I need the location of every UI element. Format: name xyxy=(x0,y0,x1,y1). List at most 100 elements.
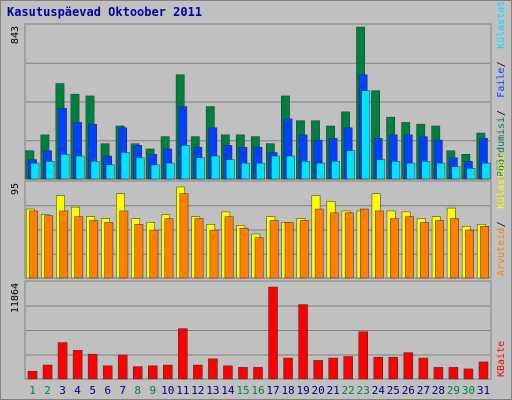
bar-bottom-kbaite-day-7 xyxy=(117,354,128,380)
bar-middle-arvuteid-day-18 xyxy=(284,222,294,279)
bar-bottom-kbaite-day-26 xyxy=(403,352,414,380)
x-tick-label-21: 21 xyxy=(327,384,340,397)
bar-top-külastatud-lehti-day-5 xyxy=(90,161,100,180)
bar-middle-arvuteid-day-1 xyxy=(29,210,39,279)
x-tick-label-20: 20 xyxy=(312,384,325,397)
bar-middle-arvuteid-day-4 xyxy=(74,216,84,279)
bar-middle-arvuteid-day-27 xyxy=(420,222,429,279)
x-tick-label-10: 10 xyxy=(161,384,174,397)
bar-middle-arvuteid-day-25 xyxy=(390,218,399,279)
bar-bottom-kbaite-day-10 xyxy=(163,364,173,380)
bar-middle-arvuteid-day-31 xyxy=(480,226,489,279)
bar-middle-arvuteid-day-23 xyxy=(359,208,369,279)
legend-label-faile: Faile xyxy=(496,68,507,98)
x-tick-label-12: 12 xyxy=(191,384,204,397)
bar-bottom-kbaite-day-22 xyxy=(343,356,353,380)
bar-bottom-kbaite-day-19 xyxy=(298,304,308,380)
bar-bottom-kbaite-day-3 xyxy=(57,342,68,380)
bar-bottom-kbaite-day-16 xyxy=(253,367,263,380)
bar-top-külastatud-lehti-day-19 xyxy=(301,161,310,180)
bar-bottom-kbaite-day-25 xyxy=(388,357,399,380)
bar-top-külastatud-lehti-day-29 xyxy=(451,166,461,180)
x-tick-label-25: 25 xyxy=(387,384,400,397)
x-tick-label-30: 30 xyxy=(462,384,475,397)
bar-top-külastatud-lehti-day-18 xyxy=(286,155,295,180)
bar-top-külastatud-lehti-day-28 xyxy=(436,162,446,180)
bar-middle-arvuteid-day-5 xyxy=(89,220,99,279)
bar-bottom-kbaite-day-4 xyxy=(72,350,83,380)
legend-separator: / xyxy=(496,110,507,116)
bar-top-külastatud-lehti-day-22 xyxy=(346,150,356,180)
bar-middle-arvuteid-day-14 xyxy=(224,216,234,279)
y-max-label-middle: 95 xyxy=(10,183,21,195)
bar-middle-arvuteid-day-6 xyxy=(104,222,114,279)
bar-top-külastatud-lehti-day-11 xyxy=(180,145,190,180)
legend-separator: / xyxy=(496,221,507,227)
bar-top-külastatud-lehti-day-21 xyxy=(331,161,341,180)
bar-middle-arvuteid-day-22 xyxy=(344,212,354,279)
bar-middle-arvuteid-day-8 xyxy=(134,224,144,279)
bar-top-külastatud-lehti-day-10 xyxy=(165,162,175,180)
x-tick-label-22: 22 xyxy=(342,384,355,397)
bar-bottom-kbaite-day-8 xyxy=(132,366,143,380)
bar-middle-arvuteid-day-3 xyxy=(59,210,69,279)
bar-middle-arvuteid-day-26 xyxy=(405,216,414,279)
x-tick-label-19: 19 xyxy=(296,384,309,397)
bar-top-külastatud-lehti-day-25 xyxy=(391,161,401,180)
bar-top-külastatud-lehti-day-20 xyxy=(316,162,325,180)
bar-top-külastatud-lehti-day-23 xyxy=(361,90,371,180)
bar-middle-arvuteid-day-17 xyxy=(269,220,279,279)
bar-top-külastatud-lehti-day-14 xyxy=(226,159,235,180)
legend-label-kbaite: KBaite xyxy=(496,341,507,377)
x-tick-label-29: 29 xyxy=(447,384,460,397)
bar-bottom-kbaite-day-28 xyxy=(433,367,444,380)
bar-top-külastatud-lehti-day-17 xyxy=(271,155,280,180)
bar-middle-arvuteid-day-9 xyxy=(149,229,159,279)
bar-middle-arvuteid-day-20 xyxy=(314,208,324,279)
bar-bottom-kbaite-day-27 xyxy=(418,357,429,380)
bar-top-külastatud-lehti-day-1 xyxy=(30,162,40,180)
legend-label-arvuteid: Arvuteid xyxy=(496,228,507,276)
bar-top-külastatud-lehti-day-13 xyxy=(210,155,220,180)
bar-top-külastatud-lehti-day-30 xyxy=(466,168,476,180)
bar-bottom-kbaite-day-6 xyxy=(102,365,113,380)
legend-label-külastatud-lehti: Külastatud lehti xyxy=(496,1,507,49)
x-tick-label-16: 16 xyxy=(251,384,264,397)
x-tick-label-15: 15 xyxy=(236,384,249,397)
bar-middle-arvuteid-day-11 xyxy=(179,193,189,279)
bar-middle-arvuteid-day-29 xyxy=(450,218,459,279)
bar-top-külastatud-lehti-day-2 xyxy=(45,161,55,180)
bar-bottom-kbaite-day-1 xyxy=(27,370,38,380)
x-tick-label-6: 6 xyxy=(104,384,111,397)
bar-bottom-kbaite-day-30 xyxy=(463,368,474,380)
x-tick-label-24: 24 xyxy=(372,384,386,397)
bar-top-külastatud-lehti-day-9 xyxy=(150,164,160,180)
y-max-label-top: 843 xyxy=(10,26,21,44)
chart-title: Kasutuspäevad Oktoober 2011 xyxy=(7,5,203,19)
bar-top-külastatud-lehti-day-31 xyxy=(481,162,491,180)
bar-top-külastatud-lehti-day-12 xyxy=(195,157,205,180)
bar-bottom-kbaite-day-21 xyxy=(328,357,338,380)
bar-bottom-kbaite-day-14 xyxy=(223,365,233,380)
x-tick-label-11: 11 xyxy=(176,384,189,397)
bar-bottom-kbaite-day-18 xyxy=(283,357,293,380)
bar-top-külastatud-lehti-day-26 xyxy=(406,162,416,180)
x-tick-label-23: 23 xyxy=(357,384,370,397)
x-tick-label-13: 13 xyxy=(206,384,219,397)
bar-middle-arvuteid-day-30 xyxy=(465,229,474,279)
bar-middle-arvuteid-day-21 xyxy=(329,212,339,279)
bar-middle-arvuteid-day-15 xyxy=(239,227,249,279)
x-tick-label-17: 17 xyxy=(266,384,279,397)
bar-middle-arvuteid-day-16 xyxy=(254,237,264,279)
x-tick-label-31: 31 xyxy=(477,384,490,397)
y-max-label-bottom: 11864 xyxy=(10,283,21,313)
x-tick-label-4: 4 xyxy=(74,384,81,397)
bar-middle-arvuteid-day-10 xyxy=(164,218,174,279)
legend-label-külastusi: Külastusi xyxy=(496,155,507,209)
bar-middle-arvuteid-day-2 xyxy=(44,215,54,279)
x-tick-label-9: 9 xyxy=(149,384,156,397)
x-tick-label-27: 27 xyxy=(417,384,430,397)
bar-top-külastatud-lehti-day-27 xyxy=(421,161,431,180)
